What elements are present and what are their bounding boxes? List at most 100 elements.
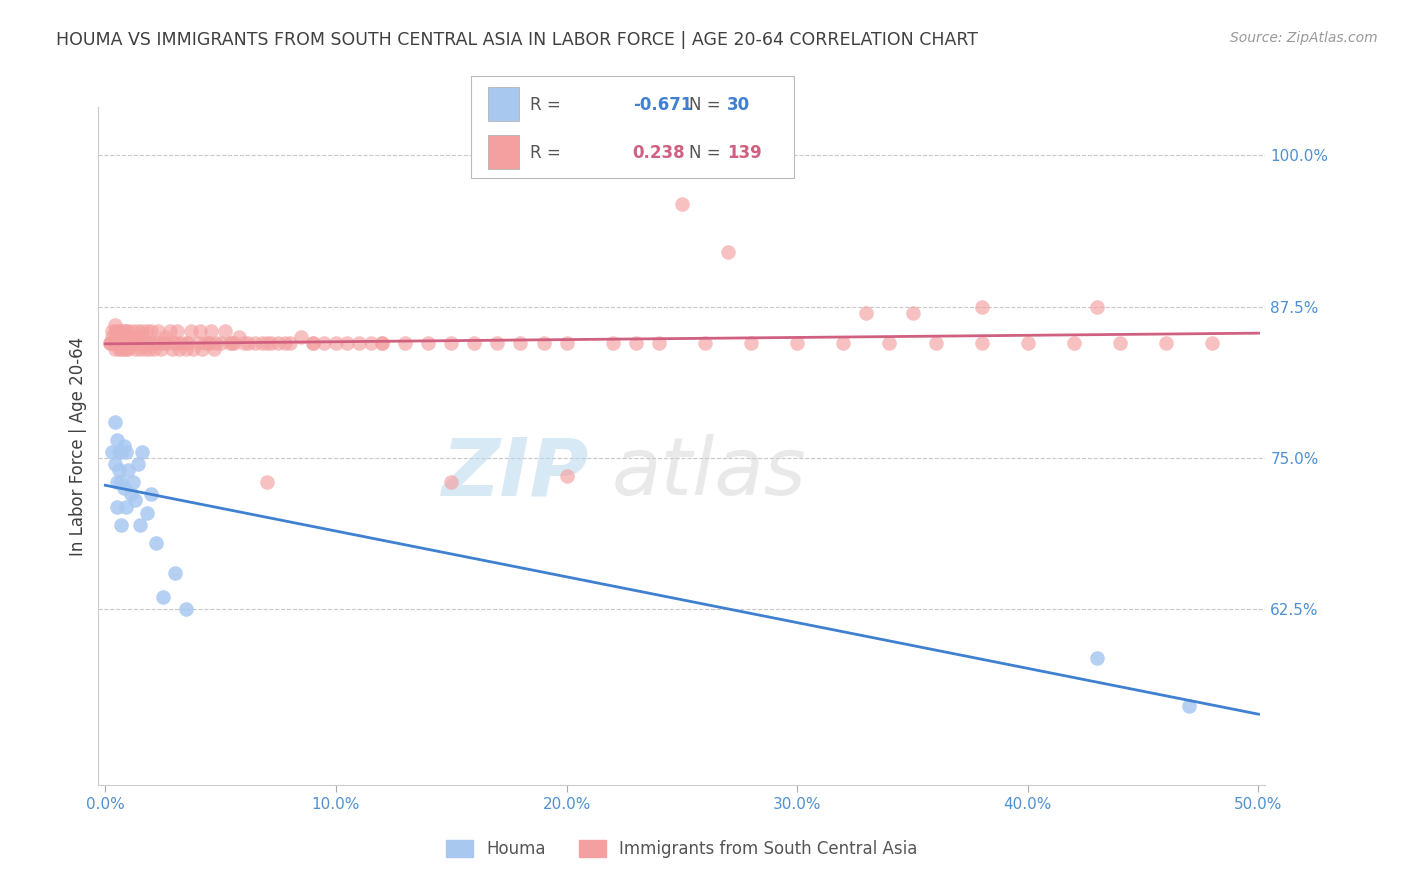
Point [924,336,946,351]
Point [129,330,152,344]
Point [170,336,193,351]
Point [1085,651,1108,665]
Point [371,336,394,351]
Point [463,336,485,351]
Point [278,336,301,351]
Point [141,487,163,501]
Point [159,324,181,338]
Point [134,342,156,356]
Point [1178,699,1201,714]
Point [555,336,578,351]
Point [112,342,135,356]
Point [145,336,167,351]
Point [115,342,138,356]
Point [105,336,128,351]
Point [486,336,509,351]
Point [218,336,240,351]
Point [138,342,160,356]
Point [336,336,359,351]
Point [648,336,671,351]
Point [108,342,131,356]
Point [122,324,145,338]
Point [135,336,157,351]
Point [103,324,125,338]
Point [166,324,188,338]
Point [224,336,246,351]
Point [112,439,135,453]
Point [274,336,297,351]
Point [202,342,225,356]
Point [191,342,214,356]
Point [141,336,163,351]
Point [152,336,174,351]
Point [142,342,165,356]
Point [855,306,877,320]
Point [901,306,924,320]
Point [115,500,138,514]
Point [135,506,157,520]
Text: 0.238: 0.238 [633,144,685,161]
Text: HOUMA VS IMMIGRANTS FROM SOUTH CENTRAL ASIA IN LABOR FORCE | AGE 20-64 CORRELATI: HOUMA VS IMMIGRANTS FROM SOUTH CENTRAL A… [56,31,979,49]
Point [115,445,138,459]
Point [1017,336,1039,351]
Point [117,324,139,338]
Point [108,445,131,459]
Point [129,517,152,532]
Point [198,336,221,351]
Point [693,336,716,351]
Point [117,342,139,356]
Point [314,336,336,351]
Point [221,336,243,351]
Point [131,324,153,338]
Point [110,336,132,351]
Point [717,245,740,260]
Point [103,318,125,332]
Point [112,324,135,338]
Point [970,336,993,351]
Point [105,475,128,490]
Point [163,566,186,581]
Point [105,324,128,338]
Point [232,336,254,351]
Point [115,336,138,351]
Point [440,475,463,490]
Point [101,336,124,351]
Point [152,591,174,605]
Point [250,336,273,351]
Point [167,342,190,356]
Point [112,336,135,351]
Point [120,330,142,344]
Point [110,330,132,344]
Point [214,324,236,338]
Point [122,336,145,351]
Point [110,324,132,338]
Text: atlas: atlas [612,434,807,512]
Point [141,324,163,338]
Point [740,336,762,351]
Point [98,336,121,351]
Point [124,336,146,351]
Point [533,336,555,351]
Legend: Houma, Immigrants from South Central Asia: Houma, Immigrants from South Central Asi… [440,833,924,864]
Point [238,336,260,351]
Point [174,336,197,351]
Point [105,330,128,344]
Point [209,336,232,351]
Point [131,336,153,351]
Text: ZIP: ZIP [441,434,589,512]
Point [152,336,174,351]
Point [260,336,283,351]
Point [127,324,149,338]
Point [110,342,132,356]
Point [245,336,267,351]
Point [786,336,808,351]
Point [117,336,139,351]
Point [360,336,382,351]
Point [115,324,138,338]
Point [108,336,131,351]
Point [163,336,186,351]
Point [193,336,215,351]
Text: -0.671: -0.671 [633,95,692,113]
Point [602,336,624,351]
Point [394,336,416,351]
